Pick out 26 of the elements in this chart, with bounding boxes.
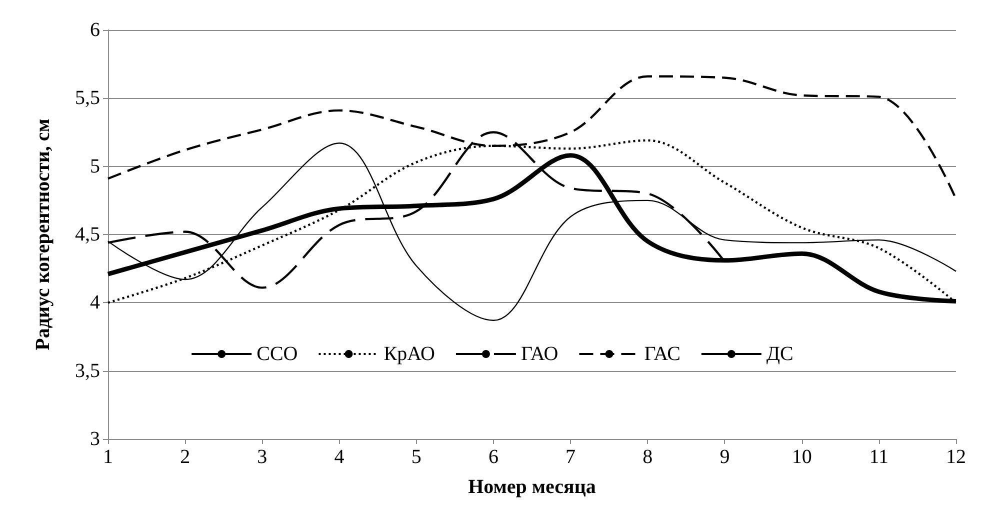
y-tick-label: 3,5 xyxy=(75,360,100,382)
legend-label: ГАО xyxy=(520,343,558,365)
x-tick-label: 3 xyxy=(257,446,268,468)
legend-label: ДС xyxy=(766,343,794,365)
x-tick-label: 12 xyxy=(946,446,966,468)
x-tick-label: 2 xyxy=(180,446,190,468)
y-tick-label: 6 xyxy=(90,19,100,41)
x-tick-label: 1 xyxy=(103,446,113,468)
x-tick-label: 8 xyxy=(642,446,653,468)
legend-label: КрАО xyxy=(384,343,435,365)
x-tick-label: 10 xyxy=(792,446,812,468)
y-tick-label: 4 xyxy=(90,292,100,314)
x-tick-label: 9 xyxy=(720,446,730,468)
x-tick-label: 6 xyxy=(488,446,498,468)
y-tick-label: 5 xyxy=(90,155,100,178)
y-tick-label: 5,5 xyxy=(75,87,100,110)
y-tick-label: 4,5 xyxy=(75,224,100,246)
x-tick-label: 11 xyxy=(869,446,889,468)
x-tick-label: 5 xyxy=(411,446,422,468)
legend-label: ГАС xyxy=(644,343,680,365)
y-tick-label: 3 xyxy=(90,428,100,450)
y-axis-title: Радиус когерентности, см xyxy=(32,118,54,350)
x-axis-title: Номер месяца xyxy=(468,476,596,498)
legend-label: ССО xyxy=(256,343,298,365)
x-tick-label: 4 xyxy=(334,446,344,468)
x-tick-label: 7 xyxy=(566,446,576,468)
